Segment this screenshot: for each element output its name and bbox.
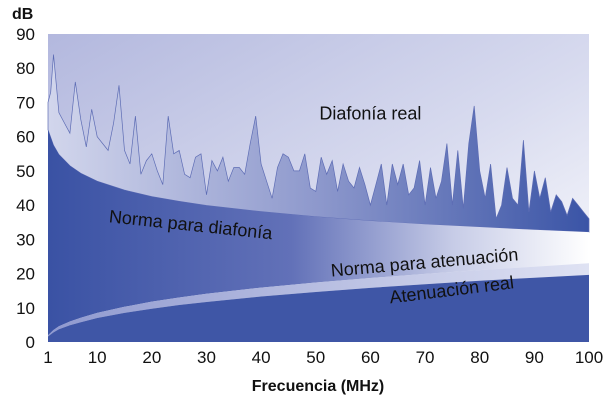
- y-tick-label: 70: [16, 93, 35, 112]
- x-tick-label: 50: [306, 348, 325, 367]
- x-tick-label: 20: [142, 348, 161, 367]
- x-tick-label: 80: [470, 348, 489, 367]
- attenuation-real-area: [48, 274, 589, 342]
- x-tick-label: 30: [197, 348, 216, 367]
- y-tick-label: 10: [16, 299, 35, 318]
- y-tick-label: 50: [16, 162, 35, 181]
- x-tick-label: 70: [416, 348, 435, 367]
- y-axis-unit: dB: [12, 6, 33, 23]
- y-tick-label: 40: [16, 196, 35, 215]
- x-tick-label: 1: [43, 348, 52, 367]
- y-tick-label: 20: [16, 265, 35, 284]
- x-axis-label: Frecuencia (MHz): [252, 378, 384, 395]
- attenuation-norm-area: [48, 263, 589, 337]
- y-tick-label: 0: [26, 333, 35, 352]
- y-tick-label: 60: [16, 128, 35, 147]
- x-tick-label: 60: [361, 348, 380, 367]
- x-tick-label: 100: [575, 348, 603, 367]
- y-tick-label: 90: [16, 25, 35, 44]
- crosstalk-norm-area: [48, 129, 589, 336]
- x-tick-label: 10: [88, 348, 107, 367]
- y-tick-label: 80: [16, 59, 35, 78]
- series-label: Diafonía real: [319, 104, 421, 124]
- crosstalk-area: [47, 54, 590, 233]
- x-tick-label: 90: [525, 348, 544, 367]
- y-tick-label: 30: [16, 230, 35, 249]
- x-tick-label: 40: [252, 348, 271, 367]
